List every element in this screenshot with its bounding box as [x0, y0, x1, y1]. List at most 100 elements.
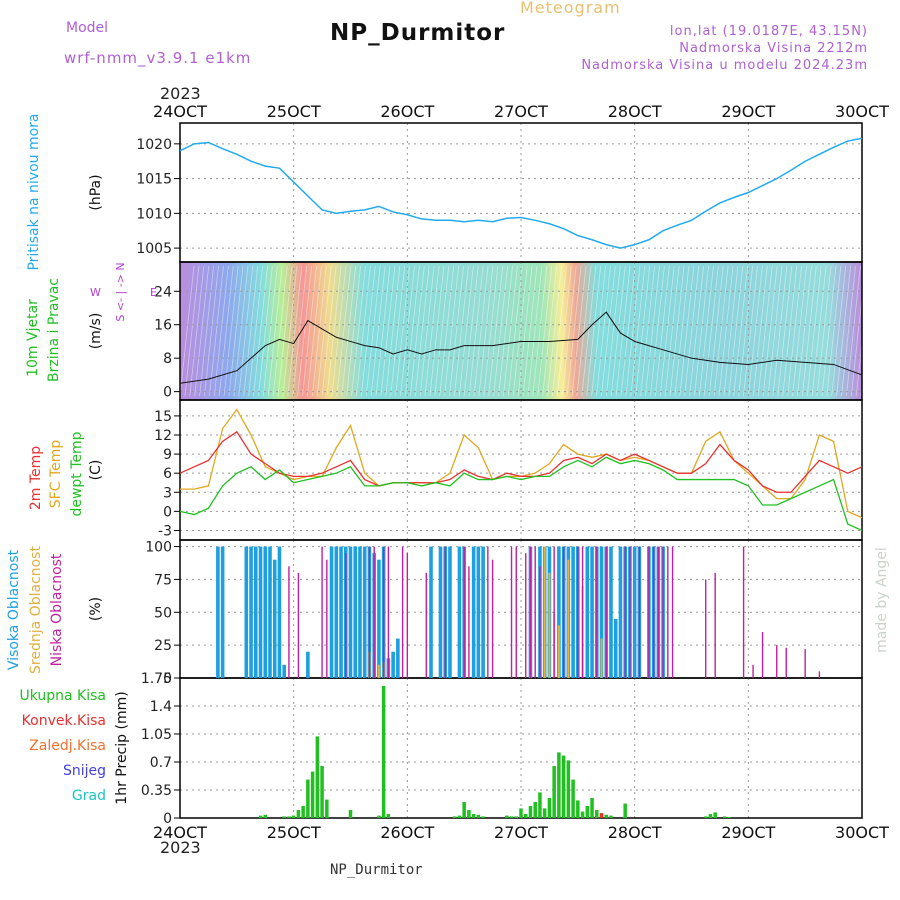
x-tick-label-top: 30OCT	[835, 102, 889, 121]
year-label-bottom: 2023	[160, 838, 201, 857]
x-tick-label-bottom: 25OCT	[267, 823, 321, 842]
wind-barb	[238, 265, 254, 397]
wind-barb	[375, 265, 391, 397]
high-cloud-bar	[306, 651, 310, 678]
low-cloud-bar	[776, 645, 778, 678]
wind-barb	[841, 265, 856, 397]
wind-barb	[850, 265, 866, 397]
wind-barb	[444, 265, 459, 397]
wind-barb	[527, 265, 543, 397]
low-cloud-bar	[629, 546, 631, 678]
precip-bar	[585, 806, 590, 818]
wind-barb	[463, 265, 479, 397]
precip-bar	[287, 816, 291, 818]
wind-barb	[787, 265, 802, 397]
low-cloud-bar	[425, 572, 427, 678]
cloud-ylabel: Srednja Oblacnost	[28, 546, 44, 674]
precip-bar	[533, 802, 537, 818]
high-cloud-bar	[396, 638, 400, 678]
wind-barb	[610, 265, 626, 397]
y-tick-label: 100	[145, 540, 172, 556]
precip-bar	[282, 816, 286, 818]
wind-barb	[454, 265, 469, 397]
low-cloud-bar	[382, 546, 385, 678]
x-tick-label-top: 26OCT	[380, 102, 434, 121]
precip-bar	[557, 752, 561, 818]
y-tick-label: 0	[163, 811, 172, 827]
x-tick-label-top: 28OCT	[608, 102, 662, 121]
low-cloud-bar	[321, 546, 323, 678]
precip-bar	[467, 810, 471, 818]
y-tick-label: 1.75	[141, 671, 172, 687]
high-cloud-bar	[391, 651, 395, 678]
x-tick-label-top: 27OCT	[494, 102, 548, 121]
temp-ylabel: dewpt Temp	[69, 431, 85, 516]
y-unit-label: 1hr Precip (mm)	[114, 691, 130, 804]
low-cloud-bar	[406, 553, 409, 678]
precip-bar	[571, 779, 575, 818]
wind-barb	[669, 265, 685, 397]
low-cloud-bar	[657, 546, 660, 678]
wind-barb	[385, 265, 401, 397]
y-unit-label: (m/s)	[88, 313, 104, 350]
precip-bar	[576, 800, 580, 818]
high-cloud-bar	[438, 546, 443, 678]
wind-barb	[243, 265, 259, 397]
mid-cloud-bar	[557, 625, 560, 678]
wind-barb	[748, 265, 763, 397]
precip-bar	[505, 815, 509, 818]
wind-barb	[738, 265, 753, 397]
year-label-top: 2023	[160, 84, 201, 103]
wind-barb	[429, 265, 445, 397]
wind-barb	[659, 265, 675, 397]
x-tick-label-bottom: 24OCT	[153, 823, 207, 842]
wind-barb	[331, 265, 347, 397]
convective-precip-bar	[599, 813, 604, 818]
y-tick-label: 0	[163, 385, 172, 401]
wind-barb	[635, 265, 651, 397]
wind-barb	[561, 265, 577, 397]
high-cloud-bar	[429, 546, 433, 678]
x-tick-label-top: 25OCT	[267, 102, 321, 121]
wind-barb	[258, 265, 273, 397]
wind-barb	[566, 265, 582, 397]
precip-bar	[386, 814, 391, 818]
wind-barb	[360, 265, 376, 397]
wind-ylabel: Brzina i Pravac	[46, 278, 62, 382]
precip-bar	[452, 816, 457, 818]
high-cloud-bar	[632, 546, 637, 678]
x-tick-label-bottom: 27OCT	[494, 823, 548, 842]
wind-barb	[321, 265, 337, 397]
precip-legend-item: Ukupna Kisa	[19, 688, 106, 704]
y-tick-label: 0.35	[141, 783, 172, 799]
precip-bar	[595, 810, 599, 818]
precip-legend-item: Konvek.Kisa	[22, 713, 106, 729]
wind-barb	[233, 265, 249, 397]
high-cloud-bar	[339, 546, 343, 678]
wind-barb	[458, 265, 474, 397]
mid-cloud-bar	[377, 664, 380, 678]
wind-barb	[204, 265, 219, 397]
high-cloud-bar	[481, 546, 485, 678]
low-cloud-bar	[761, 632, 764, 678]
low-cloud-bar	[624, 546, 626, 678]
wind-barb	[640, 265, 655, 397]
precip-bar	[590, 798, 594, 818]
low-cloud-bar	[804, 649, 806, 678]
precip-bar	[580, 811, 585, 818]
y-tick-label: 9	[163, 447, 172, 463]
pressure-ylabel: Pritisak na nivou mora	[26, 113, 42, 270]
compass-ns: S <- | -> N	[114, 262, 127, 321]
precip-legend-item: Zaledj.Kisa	[29, 738, 106, 754]
low-cloud-bar	[714, 572, 716, 678]
wind-barb	[552, 265, 567, 397]
wind-barb	[498, 265, 513, 397]
precip-bar	[519, 808, 523, 818]
precip-bar	[604, 814, 608, 818]
wind-barb	[478, 265, 494, 397]
wind-barb	[292, 265, 308, 397]
wind-barb	[439, 265, 455, 397]
y-tick-label: 1020	[136, 137, 172, 153]
wind-barb	[449, 265, 464, 397]
